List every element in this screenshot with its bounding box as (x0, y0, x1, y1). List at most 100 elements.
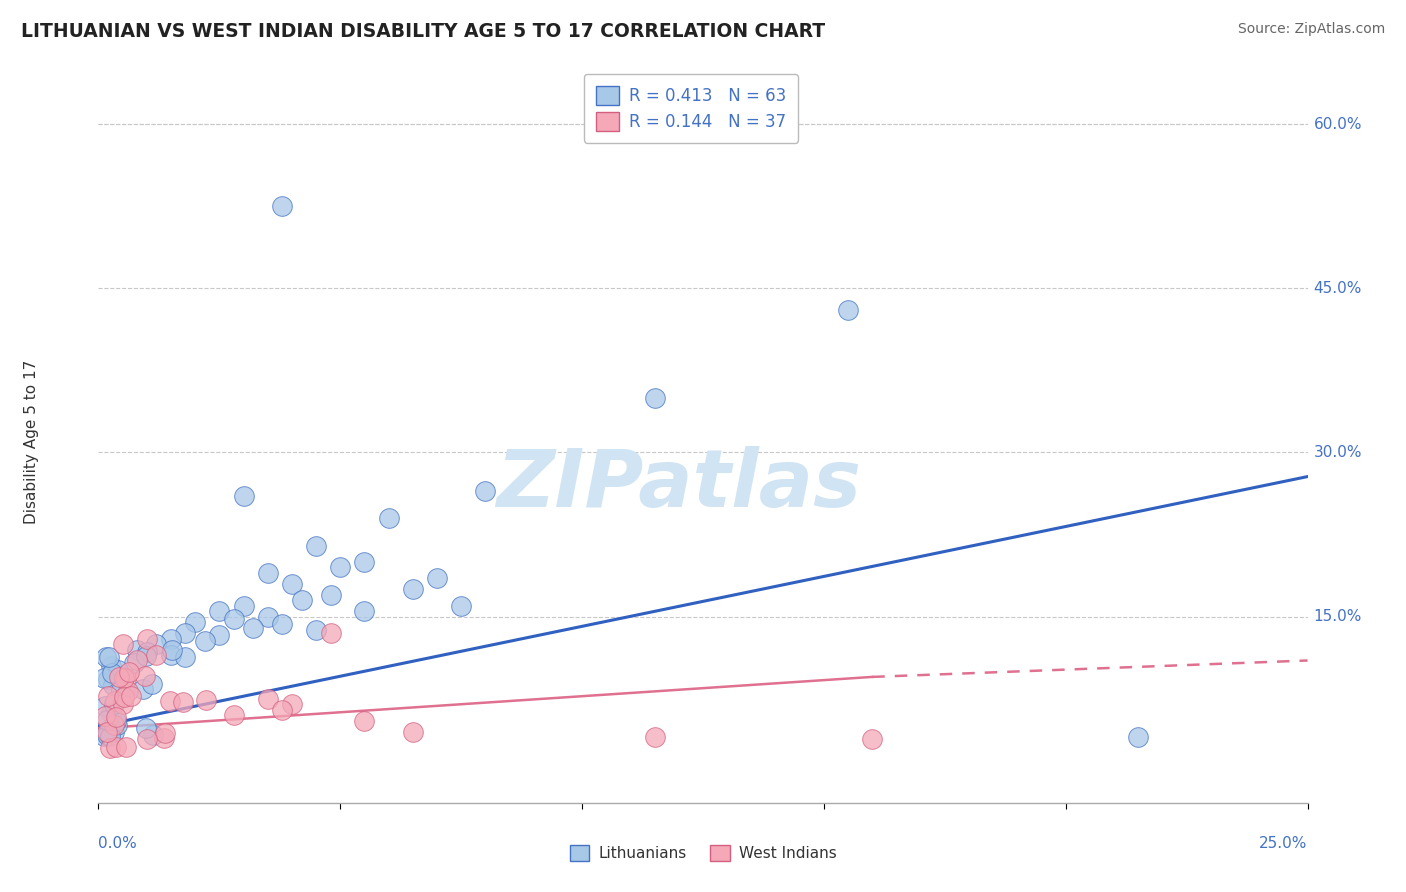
Point (100, 706, 122, 720)
Point (117, 684, 139, 698)
Point (98, 740, 121, 755)
Point (159, 694, 181, 708)
Point (94, 709, 117, 723)
Point (107, 663, 129, 677)
Point (208, 604, 231, 618)
Point (101, 678, 124, 692)
Point (271, 617, 294, 632)
Point (145, 637, 167, 651)
Point (860, 732, 883, 747)
Point (112, 690, 135, 704)
Point (160, 632, 183, 646)
Point (104, 694, 127, 708)
Point (105, 710, 128, 724)
Point (305, 623, 328, 637)
Text: 25.0%: 25.0% (1260, 836, 1308, 851)
Point (105, 718, 128, 732)
Point (111, 637, 134, 651)
Point (134, 669, 156, 683)
Point (142, 728, 165, 742)
Point (174, 626, 197, 640)
Text: 45.0%: 45.0% (1313, 281, 1362, 296)
Legend: Lithuanians, West Indians: Lithuanians, West Indians (564, 838, 842, 867)
Point (402, 724, 425, 739)
Point (281, 577, 304, 591)
Point (122, 656, 145, 670)
Text: Source: ZipAtlas.com: Source: ZipAtlas.com (1237, 22, 1385, 37)
Point (256, 566, 278, 580)
Point (644, 730, 666, 744)
Point (96, 650, 118, 665)
Point (96, 728, 118, 742)
Point (97, 672, 120, 686)
Text: 0.0%: 0.0% (98, 836, 138, 851)
Point (256, 609, 278, 624)
Point (115, 740, 138, 755)
Point (135, 648, 157, 663)
Point (281, 698, 304, 712)
Point (319, 588, 342, 602)
Text: LITHUANIAN VS WEST INDIAN DISABILITY AGE 5 TO 17 CORRELATION CHART: LITHUANIAN VS WEST INDIAN DISABILITY AGE… (21, 22, 825, 41)
Point (319, 626, 342, 640)
Text: ZIPatlas: ZIPatlas (496, 446, 862, 524)
Text: 15.0%: 15.0% (1313, 609, 1362, 624)
Text: 60.0%: 60.0% (1313, 117, 1362, 131)
Point (112, 671, 135, 685)
Point (101, 665, 124, 680)
Point (105, 714, 128, 729)
Point (353, 604, 375, 618)
Point (184, 615, 207, 630)
Point (97, 689, 120, 703)
Point (127, 653, 149, 667)
Point (96, 713, 118, 727)
Point (98, 729, 121, 743)
Point (402, 582, 425, 597)
Point (108, 670, 131, 684)
Point (353, 555, 375, 569)
Point (208, 628, 231, 642)
Point (222, 708, 245, 723)
Point (132, 681, 155, 696)
Point (115, 671, 138, 685)
Point (353, 714, 375, 728)
Point (172, 695, 194, 709)
Point (135, 721, 157, 735)
Point (96, 725, 118, 739)
Point (232, 489, 254, 503)
Point (232, 599, 254, 613)
Point (93, 730, 115, 744)
Point (141, 677, 163, 691)
Point (135, 645, 157, 659)
Point (120, 689, 142, 703)
Point (1128, 730, 1150, 744)
Point (329, 560, 352, 574)
Point (110, 669, 132, 683)
Point (153, 725, 176, 739)
Point (271, 703, 294, 717)
Point (97, 649, 120, 664)
Point (160, 648, 183, 662)
Point (256, 691, 278, 706)
Text: Disability Age 5 to 17: Disability Age 5 to 17 (24, 359, 39, 524)
Point (135, 731, 157, 746)
Point (377, 511, 399, 525)
Point (290, 593, 312, 607)
Point (426, 571, 449, 585)
Point (222, 612, 245, 626)
Point (837, 303, 859, 318)
Point (160, 643, 183, 657)
Point (174, 650, 197, 665)
Point (118, 665, 141, 679)
Point (105, 739, 128, 754)
Point (305, 539, 328, 553)
Point (194, 693, 217, 707)
Point (93, 671, 115, 685)
Point (112, 697, 135, 711)
Point (271, 199, 294, 213)
Point (194, 633, 217, 648)
Point (110, 683, 132, 698)
Point (135, 632, 157, 646)
Point (450, 599, 472, 613)
Point (103, 697, 125, 711)
Point (152, 731, 174, 746)
